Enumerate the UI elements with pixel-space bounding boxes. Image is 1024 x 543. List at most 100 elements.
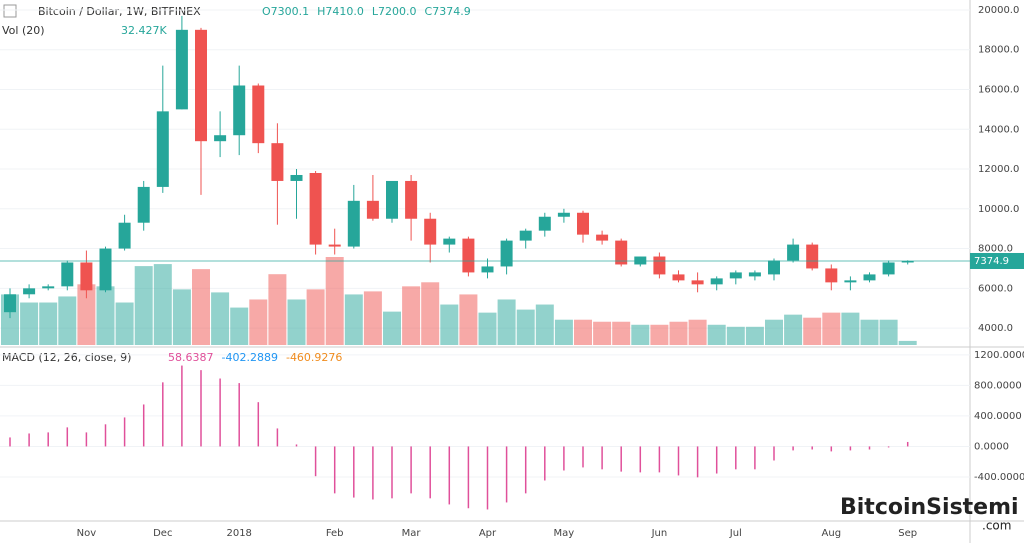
volume-bar bbox=[192, 269, 210, 345]
candle-body bbox=[290, 174, 303, 181]
volume-bar bbox=[497, 299, 516, 345]
volume-bar bbox=[383, 311, 401, 345]
volume-bar bbox=[593, 321, 612, 345]
volume-bar bbox=[822, 312, 841, 345]
candle-body bbox=[882, 262, 895, 275]
volume-bar bbox=[803, 317, 822, 345]
volume-bar bbox=[554, 319, 573, 345]
macd-readout: -460.9276 bbox=[286, 351, 342, 364]
candle-body bbox=[405, 180, 418, 219]
x-tick-label: Jun bbox=[651, 528, 668, 539]
candle-body bbox=[61, 262, 74, 287]
y-tick-label: 6000.0 bbox=[978, 283, 1013, 294]
volume-bar bbox=[287, 299, 306, 345]
candle-body bbox=[23, 288, 36, 295]
candle-body bbox=[615, 240, 628, 265]
candle-body bbox=[328, 244, 341, 247]
candle-body bbox=[156, 111, 169, 187]
candle-body bbox=[175, 29, 188, 110]
candle-body bbox=[748, 272, 761, 277]
candle-body bbox=[99, 248, 112, 291]
volume-bar bbox=[707, 324, 726, 345]
macd-readout: -402.2889 bbox=[222, 351, 278, 364]
candle-body bbox=[214, 135, 227, 142]
volume-bar bbox=[325, 257, 344, 345]
x-tick-label: May bbox=[554, 528, 575, 539]
candle-body bbox=[557, 212, 570, 217]
candle-body bbox=[500, 240, 513, 267]
volume-bar bbox=[306, 289, 325, 345]
y-tick-label: 18000.0 bbox=[978, 45, 1019, 56]
candle-body bbox=[118, 222, 131, 249]
candle-body bbox=[863, 274, 876, 281]
y-tick-label: 400.0000 bbox=[974, 411, 1022, 422]
candle-body bbox=[386, 180, 398, 219]
volume-bar bbox=[421, 282, 440, 345]
volume-bar bbox=[249, 299, 268, 345]
volume-bar bbox=[440, 304, 459, 345]
volume-bar bbox=[650, 324, 669, 345]
candle-body bbox=[729, 272, 742, 279]
candle-body bbox=[424, 218, 437, 245]
volume-bar bbox=[688, 319, 707, 345]
candle-body bbox=[577, 212, 589, 235]
x-tick-label: Nov bbox=[77, 528, 97, 539]
candle-body bbox=[787, 244, 800, 261]
watermark-text: BitcoinSistemi bbox=[840, 495, 1019, 520]
candle-body bbox=[347, 200, 360, 247]
candle-body bbox=[233, 85, 246, 136]
volume-bar bbox=[631, 324, 650, 345]
y-tick-label: 800.0000 bbox=[974, 380, 1022, 391]
x-tick-label: Aug bbox=[822, 528, 842, 539]
candle-body bbox=[768, 260, 780, 275]
volume-bar bbox=[765, 319, 783, 345]
volume-bar bbox=[726, 326, 745, 345]
y-tick-label: 20000.0 bbox=[978, 5, 1019, 16]
volume-bar bbox=[134, 266, 153, 345]
collapse-icon[interactable] bbox=[3, 4, 17, 18]
ohlc-readout: L7200.0 bbox=[372, 5, 417, 18]
x-tick-label: Mar bbox=[402, 528, 422, 539]
candle-body bbox=[901, 260, 914, 263]
volume-bar bbox=[516, 309, 535, 345]
candle-body bbox=[596, 234, 609, 241]
candle-body bbox=[366, 200, 379, 219]
y-tick-label: 8000.0 bbox=[978, 244, 1013, 255]
volume-bar bbox=[39, 302, 58, 345]
candle-body bbox=[4, 294, 16, 313]
volume-bar bbox=[402, 286, 421, 345]
candle-body bbox=[195, 29, 207, 142]
x-tick-label: Sep bbox=[898, 528, 917, 539]
x-tick-label: Dec bbox=[153, 528, 172, 539]
watermark-suffix: .com bbox=[982, 519, 1011, 533]
ohlc-readout: H7410.0 bbox=[317, 5, 364, 18]
volume-label: Vol (20) bbox=[2, 24, 45, 37]
ohlc-readout: O7300.1 bbox=[262, 5, 309, 18]
y-tick-label: -400.0000 bbox=[974, 472, 1024, 483]
volume-bar bbox=[77, 284, 96, 345]
candle-body bbox=[691, 280, 704, 285]
y-tick-label: 10000.0 bbox=[978, 204, 1019, 215]
candle-body bbox=[653, 256, 666, 275]
ohlc-readout: C7374.9 bbox=[425, 5, 471, 18]
candle-body bbox=[481, 266, 494, 273]
y-tick-label: 4000.0 bbox=[978, 323, 1013, 334]
y-tick-label: 16000.0 bbox=[978, 84, 1019, 95]
volume-bar bbox=[20, 302, 39, 345]
y-tick-label: 1200.0000 bbox=[974, 350, 1024, 361]
last-price-tag bbox=[970, 252, 1024, 269]
volume-bar bbox=[478, 312, 497, 345]
volume-bar bbox=[841, 312, 860, 345]
y-tick-label: 0.0000 bbox=[974, 441, 1009, 452]
volume-bar bbox=[860, 319, 879, 345]
candle-body bbox=[825, 268, 838, 283]
volume-bar bbox=[898, 340, 917, 345]
candle-body bbox=[519, 230, 532, 241]
candle-body bbox=[271, 143, 284, 181]
last-price-label: 7374.9 bbox=[974, 256, 1009, 267]
volume-bar bbox=[344, 294, 363, 345]
volume-bar bbox=[172, 289, 191, 345]
candle-body bbox=[42, 286, 55, 289]
x-tick-label: Apr bbox=[479, 528, 497, 539]
